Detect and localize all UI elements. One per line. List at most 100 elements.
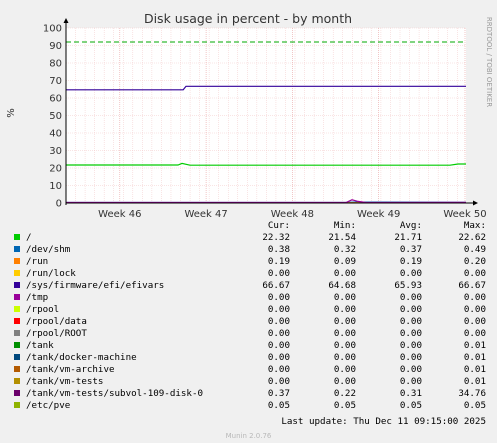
legend-row: /tank 0.00 0.00 0.00 0.01 xyxy=(0,340,497,352)
legend-max-value: 0.01 xyxy=(463,352,486,363)
legend-row: /run 0.19 0.09 0.19 0.20 xyxy=(0,256,497,268)
legend-row: /sys/firmware/efi/efivars 66.67 64.68 65.93… xyxy=(0,280,497,292)
x-tick-label: Week 46 xyxy=(98,209,141,220)
legend-row: /dev/shm 0.38 0.32 0.37 0.49 xyxy=(0,244,497,256)
legend-swatch xyxy=(14,354,20,360)
header-max: Max: xyxy=(463,220,486,231)
legend-swatch xyxy=(14,402,20,408)
legend-max-value: 0.01 xyxy=(463,376,486,387)
legend-cur-value: 0.00 xyxy=(267,340,290,351)
legend-series-name: /rpool/ROOT xyxy=(26,328,87,339)
legend-series-name: /etc/pve xyxy=(26,400,71,411)
footer-version: Munin 2.0.76 xyxy=(225,432,272,440)
legend-avg-value: 0.00 xyxy=(399,316,422,327)
header-avg: Avg: xyxy=(399,220,422,231)
legend-series-name: /tank/docker-machine xyxy=(26,352,137,363)
legend-swatch xyxy=(14,282,20,288)
legend-series-name: /tank/vm-archive xyxy=(26,364,115,375)
legend-swatch xyxy=(14,378,20,384)
legend-rows: / 22.32 21.54 21.71 22.62/dev/shm 0.38 0.32 0.3… xyxy=(0,232,497,412)
legend-max-value: 0.01 xyxy=(463,340,486,351)
y-tick-label: 100 xyxy=(43,24,62,35)
legend-row: /rpool/ROOT 0.00 0.00 0.00 0.00 xyxy=(0,328,497,340)
legend-cur-value: 0.00 xyxy=(267,352,290,363)
series-line xyxy=(66,162,466,166)
legend-cur-value: 0.00 xyxy=(267,328,290,339)
legend-row: /tank/docker-machine 0.00 0.00 0.00 0.01 xyxy=(0,352,497,364)
legend-min-value: 0.00 xyxy=(333,352,356,363)
legend-swatch xyxy=(14,234,20,240)
legend-max-value: 0.00 xyxy=(463,292,486,303)
legend-swatch xyxy=(14,306,20,312)
y-tick-label: 0 xyxy=(56,199,62,210)
legend-series-name: /tank/vm-tests xyxy=(26,376,104,387)
chart-title: Disk usage in percent - by month xyxy=(144,11,352,26)
legend-min-value: 0.32 xyxy=(333,244,356,255)
y-tick-label: 20 xyxy=(49,164,62,175)
legend-row: /rpool/data 0.00 0.00 0.00 0.00 xyxy=(0,316,497,328)
y-tick-label: 70 xyxy=(49,76,62,87)
legend-swatch xyxy=(14,366,20,372)
last-update: Last update: Thu Dec 11 09:15:00 2025 xyxy=(281,416,486,427)
legend-max-value: 34.76 xyxy=(458,388,486,399)
legend-avg-value: 0.19 xyxy=(399,256,422,267)
x-tick-label: Week 47 xyxy=(184,209,227,220)
legend-max-value: 0.05 xyxy=(463,400,486,411)
legend-cur-value: 0.00 xyxy=(267,268,290,279)
legend-table: Cur: Min: Avg: Max: / 22.32 21.54 21.71 22.6… xyxy=(0,220,497,412)
legend-swatch xyxy=(14,258,20,264)
legend-min-value: 64.68 xyxy=(328,280,356,291)
legend-row: /tank/vm-archive 0.00 0.00 0.00 0.01 xyxy=(0,364,497,376)
series-line xyxy=(66,85,466,91)
legend-row: /rpool 0.00 0.00 0.00 0.00 xyxy=(0,304,497,316)
y-tick-label: 30 xyxy=(49,146,62,157)
legend-cur-value: 0.00 xyxy=(267,292,290,303)
legend-row: / 22.32 21.54 21.71 22.62 xyxy=(0,232,497,244)
axis-ticks: 0 10 20 30 40 50 60 70 80 90 100 Week 46 Week 47 Week… xyxy=(43,24,487,221)
legend-cur-value: 0.00 xyxy=(267,304,290,315)
legend-max-value: 0.00 xyxy=(463,304,486,315)
chart-canvas: 0 10 20 30 40 50 60 70 80 90 100 Week 46 Week 47 Week… xyxy=(0,0,497,220)
y-tick-label: 90 xyxy=(49,41,62,52)
legend-avg-value: 0.00 xyxy=(399,352,422,363)
legend-series-name: /dev/shm xyxy=(26,244,71,255)
y-tick-label: 10 xyxy=(49,181,62,192)
legend-cur-value: 22.32 xyxy=(262,232,290,243)
legend-cur-value: 66.67 xyxy=(262,280,290,291)
legend-series-name: /run/lock xyxy=(26,268,76,279)
legend-max-value: 0.20 xyxy=(463,256,486,267)
legend-cur-value: 0.37 xyxy=(267,388,290,399)
legend-min-value: 0.00 xyxy=(333,316,356,327)
legend-series-name: /tank xyxy=(26,340,54,351)
legend-min-value: 0.05 xyxy=(333,400,356,411)
legend-series-name: / xyxy=(26,232,32,243)
legend-min-value: 0.00 xyxy=(333,304,356,315)
legend-avg-value: 0.00 xyxy=(399,328,422,339)
legend-row: /run/lock 0.00 0.00 0.00 0.00 xyxy=(0,268,497,280)
header-cur: Cur: xyxy=(267,220,290,231)
legend-min-value: 0.00 xyxy=(333,292,356,303)
y-tick-label: 60 xyxy=(49,94,62,105)
legend-avg-value: 0.37 xyxy=(399,244,422,255)
legend-series-name: /tank/vm-tests/subvol-109-disk-0 xyxy=(26,388,204,399)
legend-series-name: /sys/firmware/efi/efivars xyxy=(26,280,165,291)
legend-swatch xyxy=(14,294,20,300)
legend-min-value: 0.00 xyxy=(333,328,356,339)
y-tick-label: 80 xyxy=(49,59,62,70)
axes xyxy=(63,18,478,206)
legend-cur-value: 0.00 xyxy=(267,376,290,387)
x-tick-label: Week 48 xyxy=(271,209,314,220)
legend-max-value: 22.62 xyxy=(458,232,486,243)
y-axis-arrow xyxy=(63,18,69,23)
legend-swatch xyxy=(14,342,20,348)
legend-swatch xyxy=(14,390,20,396)
legend-series-name: /rpool/data xyxy=(26,316,87,327)
legend-series-name: /rpool xyxy=(26,304,60,315)
legend-min-value: 0.22 xyxy=(333,388,356,399)
legend-cur-value: 0.00 xyxy=(267,316,290,327)
legend-avg-value: 0.31 xyxy=(399,388,422,399)
legend-min-value: 0.00 xyxy=(333,268,356,279)
legend-cur-value: 0.05 xyxy=(267,400,290,411)
legend-avg-value: 65.93 xyxy=(394,280,422,291)
legend-avg-value: 0.05 xyxy=(399,400,422,411)
